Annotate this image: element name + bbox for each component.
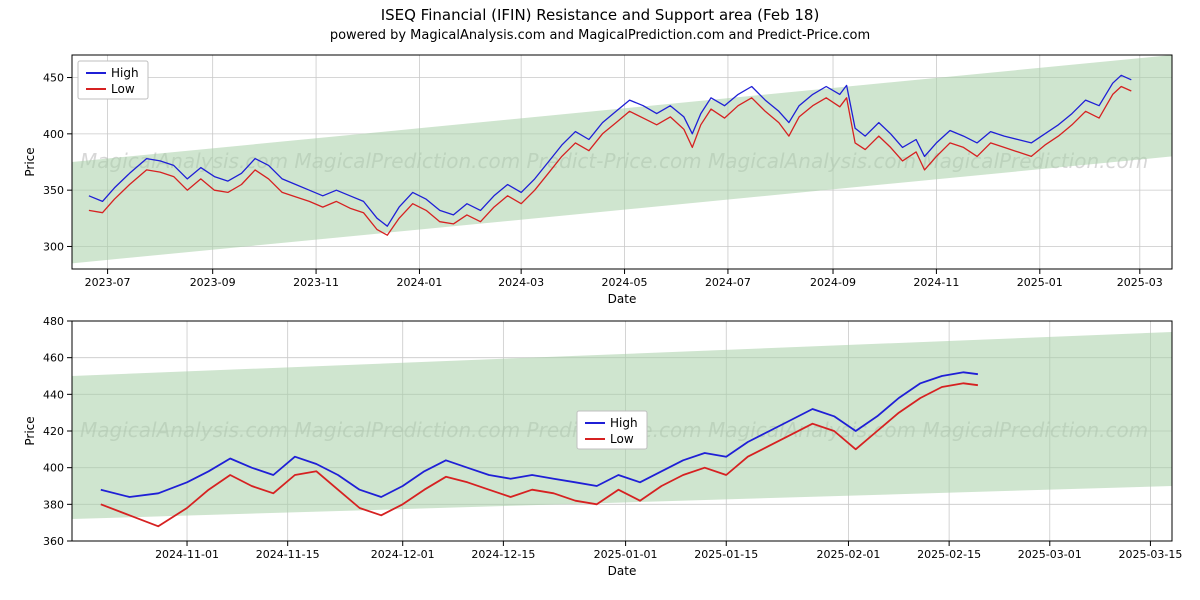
svg-text:2024-03: 2024-03 <box>498 276 544 289</box>
svg-text:2024-11: 2024-11 <box>913 276 959 289</box>
svg-text:High: High <box>111 66 139 80</box>
svg-text:380: 380 <box>43 498 64 511</box>
svg-text:2024-05: 2024-05 <box>602 276 648 289</box>
bottom-chart: MagicalAnalysis.com MagicalPrediction.co… <box>0 313 1200 585</box>
svg-text:Price: Price <box>23 147 37 176</box>
svg-text:2025-01-15: 2025-01-15 <box>694 548 758 561</box>
svg-text:Date: Date <box>608 292 637 306</box>
svg-text:2023-09: 2023-09 <box>190 276 236 289</box>
svg-text:400: 400 <box>43 128 64 141</box>
svg-text:2025-03-15: 2025-03-15 <box>1118 548 1182 561</box>
svg-text:2025-02-15: 2025-02-15 <box>917 548 981 561</box>
svg-text:2025-02-01: 2025-02-01 <box>817 548 881 561</box>
svg-text:400: 400 <box>43 462 64 475</box>
page-subtitle: powered by MagicalAnalysis.com and Magic… <box>0 28 1200 43</box>
svg-text:High: High <box>610 416 638 430</box>
svg-text:2024-11-01: 2024-11-01 <box>155 548 219 561</box>
svg-text:2025-03-01: 2025-03-01 <box>1018 548 1082 561</box>
svg-text:Price: Price <box>23 416 37 445</box>
svg-text:450: 450 <box>43 72 64 85</box>
svg-text:2024-01: 2024-01 <box>396 276 442 289</box>
svg-text:2024-09: 2024-09 <box>810 276 856 289</box>
top-chart: MagicalAnalysis.com MagicalPrediction.co… <box>0 45 1200 313</box>
svg-text:2025-01: 2025-01 <box>1017 276 1063 289</box>
svg-text:2025-03: 2025-03 <box>1117 276 1163 289</box>
svg-text:420: 420 <box>43 425 64 438</box>
svg-text:Date: Date <box>608 564 637 578</box>
svg-text:460: 460 <box>43 352 64 365</box>
svg-text:300: 300 <box>43 240 64 253</box>
svg-text:Low: Low <box>610 432 634 446</box>
svg-text:350: 350 <box>43 184 64 197</box>
svg-text:480: 480 <box>43 315 64 328</box>
svg-text:2024-07: 2024-07 <box>705 276 751 289</box>
svg-text:360: 360 <box>43 535 64 548</box>
svg-text:2024-11-15: 2024-11-15 <box>256 548 320 561</box>
bottom-chart-container: MagicalAnalysis.com MagicalPrediction.co… <box>0 313 1200 585</box>
svg-text:2023-07: 2023-07 <box>85 276 131 289</box>
svg-text:2025-01-01: 2025-01-01 <box>594 548 658 561</box>
page-title: ISEQ Financial (IFIN) Resistance and Sup… <box>0 6 1200 24</box>
svg-text:440: 440 <box>43 388 64 401</box>
svg-text:2023-11: 2023-11 <box>293 276 339 289</box>
top-chart-container: MagicalAnalysis.com MagicalPrediction.co… <box>0 45 1200 313</box>
svg-text:Low: Low <box>111 82 135 96</box>
svg-text:2024-12-15: 2024-12-15 <box>471 548 535 561</box>
svg-text:2024-12-01: 2024-12-01 <box>371 548 435 561</box>
